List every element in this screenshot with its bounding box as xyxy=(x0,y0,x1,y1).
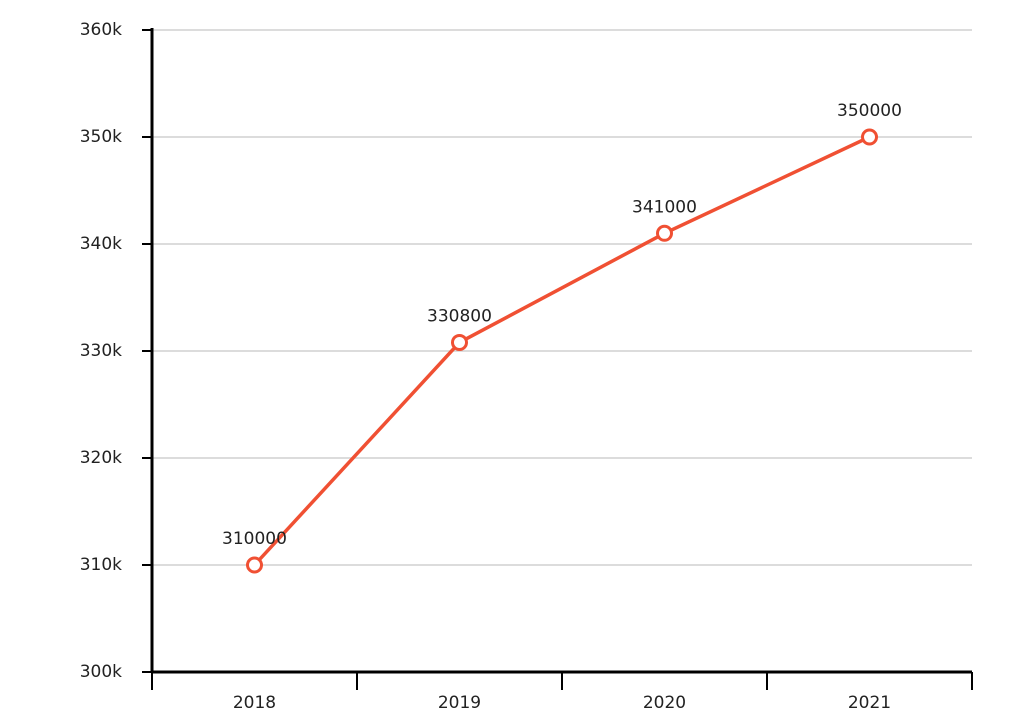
marker xyxy=(246,556,263,574)
marker xyxy=(656,224,673,242)
line xyxy=(253,135,871,567)
y-tick-label: 310k xyxy=(80,555,122,575)
y-tick-label: 320k xyxy=(80,448,122,468)
data-label: 310000 xyxy=(222,529,287,549)
x-tick-label: 2021 xyxy=(848,693,891,713)
data-label: 341000 xyxy=(632,197,697,217)
x-tick-label: 2020 xyxy=(643,693,686,713)
marker xyxy=(451,333,468,351)
y-tick-label: 340k xyxy=(80,234,122,254)
y-tick-label: 350k xyxy=(80,127,122,147)
data-label: 330800 xyxy=(427,306,492,326)
y-tick-label: 300k xyxy=(80,662,122,682)
data-label: 350000 xyxy=(837,101,902,121)
x-tick-label: 2019 xyxy=(438,693,481,713)
marker xyxy=(861,128,878,146)
y-tick-label: 360k xyxy=(80,20,122,40)
x-tick-label: 2018 xyxy=(233,693,276,713)
y-tick-label: 330k xyxy=(80,341,122,361)
